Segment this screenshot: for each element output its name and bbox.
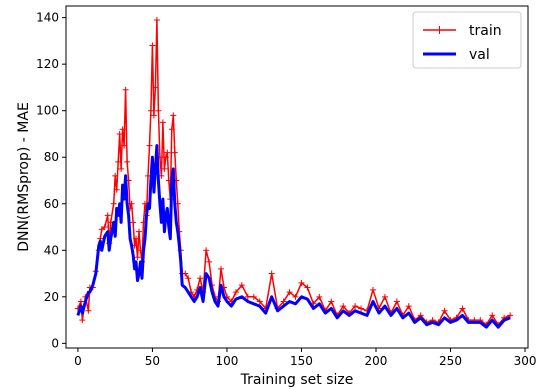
data-point [250, 293, 257, 300]
data-point [124, 158, 131, 165]
data-point [292, 293, 299, 300]
data-point [152, 84, 159, 91]
data-point [393, 298, 400, 305]
data-point [170, 112, 177, 119]
data-point [79, 317, 86, 324]
legend-marker [436, 26, 443, 34]
x-tick-label: 100 [216, 354, 239, 368]
data-point [340, 303, 347, 310]
y-tick-label: 20 [44, 290, 59, 304]
data-point [197, 275, 204, 282]
data-point [162, 154, 169, 161]
legend: train val [412, 11, 522, 69]
data-point [128, 200, 135, 207]
series-line-val [76, 144, 511, 329]
data-point [164, 149, 171, 156]
data-point [104, 212, 111, 219]
data-point [286, 289, 293, 296]
data-point [328, 298, 335, 305]
data-point [316, 293, 323, 300]
data-point [358, 305, 365, 312]
data-point [352, 303, 359, 310]
data-point [280, 298, 287, 305]
data-point [171, 149, 178, 156]
x-tick-label: 150 [290, 354, 313, 368]
data-point [159, 119, 166, 126]
data-point [112, 172, 119, 179]
data-point [459, 305, 466, 312]
data-point [146, 142, 153, 149]
data-point [244, 293, 251, 300]
y-tick-label: 0 [51, 336, 59, 350]
data-point [101, 224, 108, 231]
legend-label-train: train [469, 23, 502, 39]
legend-label-val: val [469, 47, 490, 63]
data-point [150, 112, 157, 119]
data-point [381, 293, 388, 300]
y-tick-label: 120 [36, 57, 59, 71]
axes-frame [65, 5, 529, 349]
data-point [217, 265, 224, 272]
data-point [118, 165, 125, 172]
y-tick-label: 60 [44, 197, 59, 211]
x-tick-label: 200 [365, 354, 388, 368]
x-tick-label: 300 [514, 354, 537, 368]
data-point [136, 228, 143, 235]
x-tick-label: 250 [439, 354, 462, 368]
data-point [116, 130, 123, 137]
data-point [203, 247, 210, 254]
data-point [77, 298, 84, 305]
data-point [133, 235, 140, 242]
data-point [268, 270, 275, 277]
data-point [110, 200, 117, 207]
y-axis-label: DNN(RMSprop) - MAE [16, 102, 32, 252]
x-tick-label: 0 [74, 354, 82, 368]
data-point [85, 307, 92, 314]
series-val [76, 144, 511, 329]
data-point [155, 107, 162, 114]
data-point [113, 186, 120, 193]
x-axis: 0 50 100 150 200 250 300 [74, 348, 536, 368]
plot-area [74, 16, 514, 329]
x-axis-label: Training set size [240, 372, 354, 388]
data-point [441, 307, 448, 314]
data-point [130, 219, 137, 226]
data-point [298, 279, 305, 286]
data-point [206, 258, 213, 265]
data-point [370, 286, 377, 293]
y-tick-label: 140 [36, 11, 59, 25]
y-tick-label: 80 [44, 150, 59, 164]
data-point [405, 303, 412, 310]
data-point [182, 270, 189, 277]
data-point [304, 284, 311, 291]
data-point [185, 275, 192, 282]
data-point [489, 312, 496, 319]
data-point [256, 298, 263, 305]
data-point [122, 86, 129, 93]
data-point [238, 282, 245, 289]
x-tick-label: 50 [145, 354, 160, 368]
data-point [115, 158, 122, 165]
y-tick-label: 100 [36, 104, 59, 118]
legend-box [412, 11, 522, 69]
data-point [153, 16, 160, 23]
data-point [119, 126, 126, 133]
data-point [168, 126, 175, 133]
data-point [232, 289, 239, 296]
data-point [161, 165, 168, 172]
y-axis: 0 20 40 60 80 100 120 140 [36, 11, 66, 350]
data-point [134, 254, 141, 261]
data-point [147, 107, 154, 114]
data-point [121, 142, 128, 149]
y-tick-label: 40 [44, 243, 59, 257]
data-point [149, 42, 156, 49]
data-point [507, 312, 514, 319]
